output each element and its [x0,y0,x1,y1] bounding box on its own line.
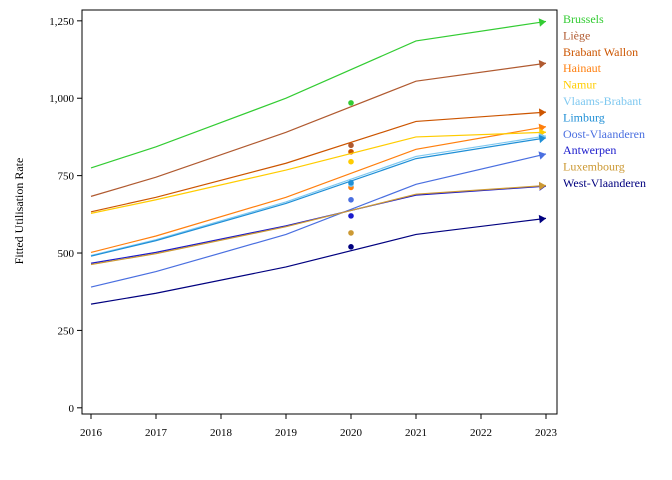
plot-frame [81,9,558,415]
series-label-brabant-wallon: Brabant Wallon [563,45,638,59]
y-tick-label: 1,000 [49,93,74,105]
series-label-limburg: Limburg [563,110,605,124]
series-point-2020-west-vlaanderen [348,244,354,250]
y-tick-label: 0 [69,403,75,415]
series-label-brussels: Brussels [563,12,604,26]
series-point-2020-limburg [348,179,354,186]
x-tick-label: 2019 [275,427,298,439]
y-tick-label: 250 [58,325,75,337]
series-label-hainaut: Hainaut [563,61,602,75]
series-arrow-brabant-wallon [538,108,546,117]
series-label-vlaams-brabant: Vlaams-Brabant [563,94,642,108]
series-label-antwerpen: Antwerpen [563,143,616,157]
series-point-2020-li-ge [348,142,354,149]
y-axis-title-group: Fitted Utilisation Rate [12,158,26,265]
series-arrow-west-vlaanderen [538,214,546,224]
series-line-namur [90,131,547,214]
y-tick-label: 1,250 [49,16,74,28]
y-tick-label: 750 [58,171,75,183]
series-point-2020-antwerpen [348,213,354,219]
series-line-antwerpen [90,185,547,264]
x-tick-label: 2020 [340,427,363,439]
series-line-hainaut [90,126,547,253]
series-line-luxembourg [90,184,547,266]
plot-area: 0 250 500 750 1,000 1,250 2016 2017 2018 2019 2020… [49,9,646,439]
series-line-brabant-wallon [90,111,547,213]
series-arrow-li-ge [538,59,546,69]
x-tick-label: 2018 [210,427,233,439]
series-arrow-luxembourg [538,181,546,191]
series-point-2020-oost-vlaanderen [348,196,354,203]
series-label-namur: Namur [563,78,596,92]
series-label-oost-vlaanderen: Oost-Vlaanderen [563,127,645,141]
series-line-vlaams-brabant [90,135,547,257]
series-arrow-oost-vlaanderen [538,151,546,160]
series-line-oost-vlaanderen [90,153,547,288]
series-point-2020-luxembourg [348,230,354,236]
x-tick-label: 2023 [535,427,558,439]
y-tick-label: 500 [58,248,75,260]
series-label-luxembourg: Luxembourg [563,160,625,174]
series-arrow-brussels [538,18,546,27]
series-point-2020-namur [348,158,354,165]
series-line-brussels [90,20,547,169]
x-tick-label: 2017 [145,427,168,439]
series-arrow-limburg [538,134,546,144]
series-line-limburg [90,137,547,257]
x-tick-label: 2016 [80,427,103,439]
series-label-li-ge: Liège [563,28,590,42]
series-point-2020-brussels [348,100,354,106]
series-label-west-vlaanderen: West-Vlaanderen [563,176,646,190]
x-tick-label: 2022 [470,427,492,439]
series-line-west-vlaanderen [90,217,547,305]
y-axis-title: Fitted Utilisation Rate [12,158,26,265]
x-tick-label: 2021 [405,427,427,439]
series-line-li-ge [90,62,547,197]
